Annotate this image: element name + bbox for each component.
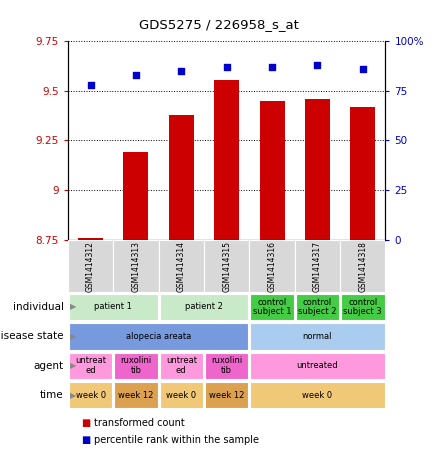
Text: ■: ■ — [81, 435, 90, 445]
Text: week 0: week 0 — [302, 391, 332, 400]
Bar — [249, 240, 295, 292]
Text: GSM1414317: GSM1414317 — [313, 241, 322, 292]
Text: patient 2: patient 2 — [185, 303, 223, 311]
Text: GSM1414313: GSM1414313 — [131, 241, 141, 292]
Bar — [159, 240, 204, 292]
Text: disease state: disease state — [0, 331, 64, 342]
Point — [132, 71, 139, 78]
Text: untreat
ed: untreat ed — [166, 357, 197, 375]
Bar — [69, 382, 112, 409]
Point — [223, 63, 230, 70]
Text: GSM1414316: GSM1414316 — [268, 241, 276, 292]
Text: agent: agent — [33, 361, 64, 371]
Bar — [169, 115, 194, 240]
Text: week 12: week 12 — [209, 391, 244, 400]
Bar — [205, 382, 248, 409]
Bar — [341, 294, 385, 320]
Text: ▶: ▶ — [70, 391, 77, 400]
Bar — [250, 294, 294, 320]
Bar — [114, 382, 158, 409]
Text: untreated: untreated — [297, 361, 338, 370]
Bar — [305, 99, 330, 240]
Bar — [340, 240, 385, 292]
Bar — [69, 323, 248, 350]
Text: GSM1414314: GSM1414314 — [177, 241, 186, 292]
Text: alopecia areata: alopecia areata — [126, 332, 191, 341]
Text: GSM1414312: GSM1414312 — [86, 241, 95, 292]
Bar — [260, 101, 285, 240]
Bar — [113, 240, 159, 292]
Bar — [159, 352, 203, 379]
Text: ■: ■ — [81, 418, 90, 428]
Bar — [124, 152, 148, 240]
Text: control
subject 1: control subject 1 — [253, 298, 291, 316]
Text: week 12: week 12 — [118, 391, 154, 400]
Text: patient 1: patient 1 — [94, 303, 132, 311]
Bar — [159, 382, 203, 409]
Point — [178, 67, 185, 74]
Text: normal: normal — [303, 332, 332, 341]
Text: GSM1414315: GSM1414315 — [222, 241, 231, 292]
Point — [359, 65, 366, 72]
Text: time: time — [40, 390, 64, 400]
Text: GDS5275 / 226958_s_at: GDS5275 / 226958_s_at — [139, 18, 299, 31]
Text: week 0: week 0 — [75, 391, 106, 400]
Text: transformed count: transformed count — [94, 418, 185, 428]
Text: GSM1414318: GSM1414318 — [358, 241, 367, 292]
Bar — [204, 240, 249, 292]
Bar — [69, 352, 112, 379]
Bar — [159, 294, 248, 320]
Bar — [250, 352, 385, 379]
Text: ▶: ▶ — [70, 303, 77, 311]
Point — [87, 81, 94, 88]
Bar — [78, 238, 103, 240]
Text: week 0: week 0 — [166, 391, 196, 400]
Bar — [350, 106, 375, 240]
Bar — [296, 294, 339, 320]
Point — [268, 63, 276, 70]
Text: individual: individual — [13, 302, 64, 312]
Bar — [68, 240, 113, 292]
Text: untreat
ed: untreat ed — [75, 357, 106, 375]
Bar — [205, 352, 248, 379]
Bar — [295, 240, 340, 292]
Bar — [69, 294, 158, 320]
Text: control
subject 2: control subject 2 — [298, 298, 337, 316]
Bar — [114, 352, 158, 379]
Bar — [214, 80, 239, 240]
Text: percentile rank within the sample: percentile rank within the sample — [94, 435, 259, 445]
Text: ruxolini
tib: ruxolini tib — [211, 357, 242, 375]
Text: control
subject 3: control subject 3 — [343, 298, 382, 316]
Bar — [250, 323, 385, 350]
Text: ▶: ▶ — [70, 332, 77, 341]
Bar — [250, 382, 385, 409]
Point — [314, 61, 321, 68]
Text: ▶: ▶ — [70, 361, 77, 370]
Text: ruxolini
tib: ruxolini tib — [120, 357, 152, 375]
